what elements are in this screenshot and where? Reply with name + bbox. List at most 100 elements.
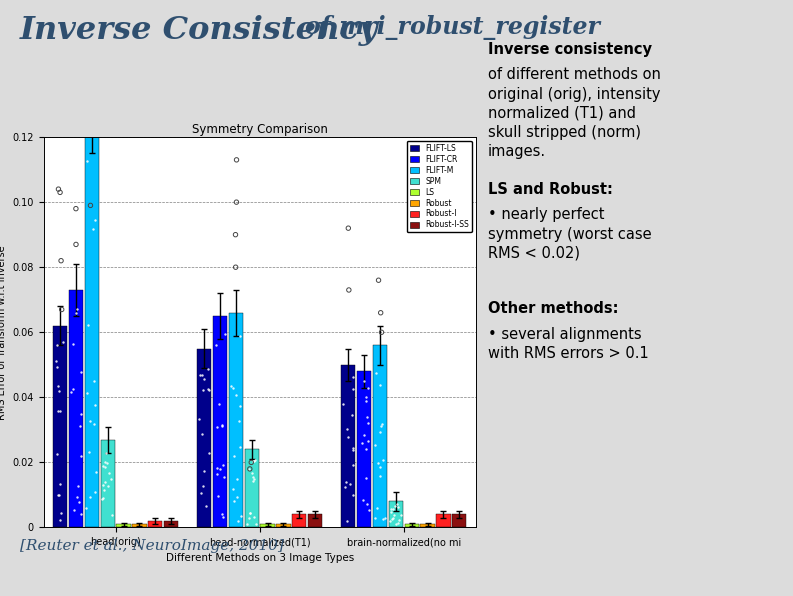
Point — [370, 368, 382, 378]
Point — [389, 501, 401, 511]
Point — [360, 473, 373, 483]
Point — [229, 230, 242, 240]
Point — [102, 482, 114, 491]
Point — [362, 437, 374, 446]
Point — [393, 518, 405, 527]
Legend: FLIFT-LS, FLIFT-CR, FLIFT-M, SPM, LS, Robust, Robust-I, Robust-I-SS: FLIFT-LS, FLIFT-CR, FLIFT-M, SPM, LS, Ro… — [407, 141, 472, 232]
Point — [89, 215, 102, 224]
Text: of mri_robust_register: of mri_robust_register — [305, 15, 600, 40]
Point — [104, 474, 117, 484]
Bar — [357, 371, 371, 527]
Point — [70, 204, 82, 213]
Point — [66, 340, 79, 349]
Point — [385, 504, 397, 514]
Point — [99, 448, 112, 458]
Point — [52, 184, 65, 194]
Point — [243, 464, 256, 474]
Point — [202, 384, 215, 394]
Point — [336, 399, 349, 409]
Point — [64, 388, 77, 398]
Point — [197, 386, 209, 395]
Point — [80, 503, 93, 513]
Bar — [148, 521, 163, 527]
Point — [230, 474, 243, 483]
Bar — [452, 514, 466, 527]
Point — [355, 439, 368, 448]
Bar — [164, 521, 178, 527]
Point — [232, 516, 244, 526]
Bar — [53, 326, 67, 527]
Point — [227, 485, 239, 494]
Title: Symmetry Comparison: Symmetry Comparison — [192, 123, 328, 136]
Point — [347, 460, 360, 470]
Point — [198, 467, 211, 476]
Point — [215, 420, 228, 430]
Text: • nearly perfect
symmetry (worst case
RMS < 0.02): • nearly perfect symmetry (worst case RM… — [488, 207, 651, 261]
Point — [193, 414, 205, 423]
Point — [231, 492, 243, 501]
Text: of different methods on
original (orig), intensity
normalized (T1) and
skull str: of different methods on original (orig),… — [488, 67, 661, 159]
Bar — [197, 349, 212, 527]
Point — [50, 340, 63, 350]
Point — [362, 384, 374, 393]
Point — [81, 157, 94, 166]
Point — [81, 388, 94, 398]
Point — [106, 510, 119, 519]
Point — [374, 471, 387, 480]
Point — [213, 399, 225, 408]
Text: Inverse Consistency: Inverse Consistency — [20, 15, 378, 46]
Point — [75, 452, 87, 461]
Point — [88, 377, 101, 386]
Point — [374, 308, 387, 318]
Point — [84, 201, 97, 210]
Point — [216, 512, 229, 522]
Point — [241, 519, 254, 529]
Point — [395, 510, 408, 520]
Point — [211, 470, 224, 479]
Point — [55, 256, 67, 265]
Point — [247, 457, 260, 466]
Point — [196, 430, 209, 439]
Point — [71, 482, 84, 491]
Point — [209, 340, 222, 349]
Point — [377, 456, 389, 465]
Point — [197, 482, 209, 491]
Point — [71, 305, 83, 314]
Point — [198, 374, 211, 384]
Bar — [373, 345, 387, 527]
Point — [228, 496, 240, 506]
Bar — [389, 501, 403, 527]
Point — [375, 421, 388, 431]
Point — [56, 305, 68, 314]
Point — [230, 390, 243, 399]
Bar — [404, 524, 419, 527]
Point — [55, 508, 67, 518]
Text: Inverse consistency: Inverse consistency — [488, 42, 652, 57]
Point — [88, 420, 101, 429]
Point — [50, 356, 63, 366]
Point — [341, 432, 354, 442]
Point — [200, 501, 213, 511]
Point — [359, 444, 372, 454]
Point — [217, 472, 230, 482]
Point — [369, 513, 381, 523]
Point — [342, 224, 354, 233]
Point — [54, 479, 67, 489]
Point — [98, 462, 111, 472]
Point — [73, 498, 86, 507]
Point — [96, 495, 109, 504]
Point — [347, 372, 359, 382]
Bar — [341, 365, 355, 527]
Point — [245, 458, 258, 467]
Point — [347, 445, 360, 455]
Point — [247, 456, 260, 465]
Point — [67, 505, 80, 514]
Point — [82, 448, 95, 457]
Text: [Reuter et al., NeuroImage, 2010]: [Reuter et al., NeuroImage, 2010] — [20, 539, 284, 553]
Point — [370, 504, 383, 513]
Point — [234, 511, 247, 521]
Point — [52, 381, 64, 391]
Point — [201, 364, 214, 374]
Point — [361, 412, 374, 421]
Point — [98, 485, 110, 495]
